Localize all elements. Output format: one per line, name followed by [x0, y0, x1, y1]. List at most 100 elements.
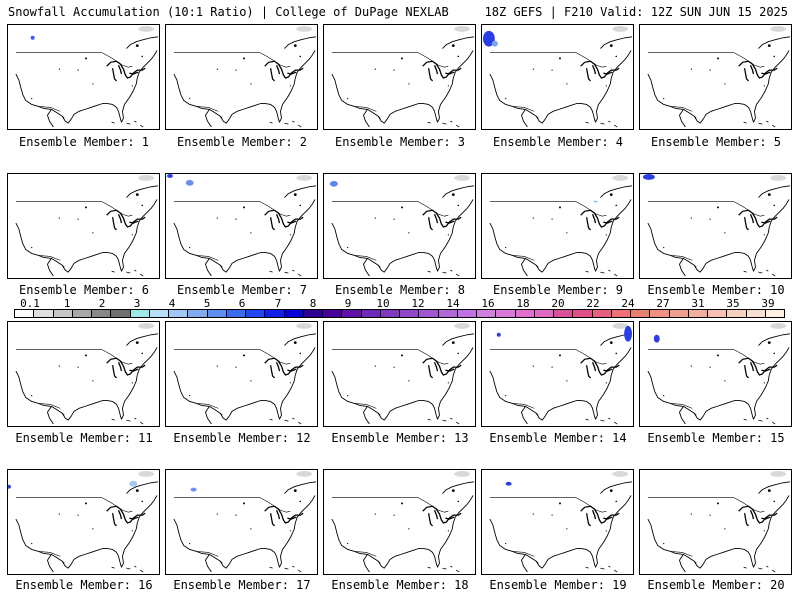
colorbar-segment: [342, 310, 362, 317]
colorbar-tick-label: 10: [376, 297, 390, 310]
colorbar-segment: [303, 310, 323, 317]
us-map-outline: [647, 25, 791, 128]
colorbar-tick-label: 2: [98, 297, 106, 310]
ensemble-member-label: Ensemble Member: 5: [650, 135, 782, 149]
colorbar-tick-label: 5: [203, 297, 211, 310]
colorbar-segment: [611, 310, 631, 317]
ensemble-map-panel: [639, 173, 792, 279]
us-map-outline: [331, 322, 475, 425]
colorbar-tick-label: 7: [274, 297, 282, 310]
trace-snow-area: [296, 470, 313, 477]
colorbar-segment: [188, 310, 208, 317]
colorbar-tick-label: 39: [761, 297, 775, 310]
us-map-outline: [15, 322, 159, 425]
trace-snow-area: [770, 25, 787, 32]
colorbar-segment: [207, 310, 227, 317]
snowfall-shading: [129, 480, 138, 487]
ensemble-map-panel: [323, 24, 476, 130]
us-map-outline: [15, 174, 159, 277]
colorbar-segment: [515, 310, 535, 317]
us-map-outline: [173, 25, 317, 128]
snowfall-shading: [190, 487, 197, 492]
ensemble-member-label: Ensemble Member: 7: [176, 283, 308, 297]
colorbar-segment: [727, 310, 747, 317]
colorbar-segment: [631, 310, 651, 317]
colorbar-tick-label: 9: [344, 297, 352, 310]
colorbar-segment: [573, 310, 593, 317]
snowfall-shading: [653, 334, 660, 343]
snowfall-shading: [496, 332, 501, 337]
ensemble-map-panel: [165, 321, 318, 427]
ensemble-map-panel: [323, 469, 476, 575]
colorbar-segment: [554, 310, 574, 317]
us-map-outline: [489, 470, 633, 573]
colorbar-tick-label: 1: [63, 297, 71, 310]
snowfall-shading: [505, 481, 512, 486]
colorbar-tick-label: 0.1: [20, 297, 40, 310]
us-map-outline: [489, 174, 633, 277]
colorbar-segment: [669, 310, 689, 317]
snowfall-shading: [8, 484, 11, 489]
ensemble-member-label: Ensemble Member: 8: [334, 283, 466, 297]
colorbar-segment: [419, 310, 439, 317]
ensemble-map-panel: [639, 469, 792, 575]
trace-snow-area: [138, 25, 155, 32]
us-map-outline: [647, 322, 791, 425]
snowfall-shading: [166, 174, 173, 178]
colorbar-segment: [380, 310, 400, 317]
page-title: Snowfall Accumulation (10:1 Ratio) | Col…: [8, 5, 449, 19]
ensemble-map-panel: [639, 24, 792, 130]
ensemble-member-label: Ensemble Member: 11: [15, 431, 153, 445]
ensemble-map-panel: [165, 24, 318, 130]
trace-snow-area: [770, 174, 787, 181]
colorbar-segment: [169, 310, 189, 317]
ensemble-member-label: Ensemble Member: 1: [18, 135, 150, 149]
colorbar-segment: [746, 310, 766, 317]
trace-snow-area: [454, 322, 471, 329]
us-map-outline: [166, 174, 317, 277]
ensemble-member-label: Ensemble Member: 9: [492, 283, 624, 297]
snowfall-shading: [491, 40, 498, 47]
ensemble-member-label: Ensemble Member: 4: [492, 135, 624, 149]
trace-snow-area: [612, 174, 629, 181]
ensemble-member-label: Ensemble Member: 20: [647, 578, 785, 592]
ensemble-member-label: Ensemble Member: 12: [173, 431, 311, 445]
colorbar-segment: [265, 310, 285, 317]
colorbar-segment: [650, 310, 670, 317]
ensemble-map-panel: [481, 321, 634, 427]
ensemble-map-panel: [165, 173, 318, 279]
colorbar-tick-label: 24: [621, 297, 635, 310]
ensemble-member-label: Ensemble Member: 18: [331, 578, 469, 592]
trace-snow-area: [454, 174, 471, 181]
trace-snow-area: [138, 470, 155, 477]
colorbar-segment: [34, 310, 54, 317]
ensemble-map-panel: [323, 173, 476, 279]
snowfall-shading: [624, 325, 633, 342]
colorbar-segment: [400, 310, 420, 317]
colorbar-segment: [496, 310, 516, 317]
colorbar-segment: [111, 310, 131, 317]
us-map-outline: [482, 25, 633, 128]
snowfall-shading: [482, 30, 495, 47]
ensemble-map-panel: [481, 469, 634, 575]
us-map-outline: [8, 470, 159, 573]
ensemble-map-panel: [7, 24, 160, 130]
trace-snow-area: [612, 25, 629, 32]
colorbar-segment: [15, 310, 35, 317]
trace-snow-area: [296, 25, 313, 32]
colorbar-segment: [226, 310, 246, 317]
ensemble-member-label: Ensemble Member: 19: [489, 578, 627, 592]
colorbar-tick-label: 4: [168, 297, 176, 310]
us-map-outline: [329, 174, 475, 277]
us-map-outline: [173, 470, 317, 573]
trace-snow-area: [770, 322, 787, 329]
colorbar-tick-label: 35: [726, 297, 740, 310]
colorbar-segment: [477, 310, 497, 317]
trace-snow-area: [454, 470, 471, 477]
colorbar-tick-label: 6: [238, 297, 246, 310]
snowfall-shading: [593, 200, 598, 203]
colorbar-tick-label: 31: [691, 297, 705, 310]
ensemble-map-panel: [7, 321, 160, 427]
ensemble-map-panel: [323, 321, 476, 427]
ensemble-member-label: Ensemble Member: 15: [647, 431, 785, 445]
